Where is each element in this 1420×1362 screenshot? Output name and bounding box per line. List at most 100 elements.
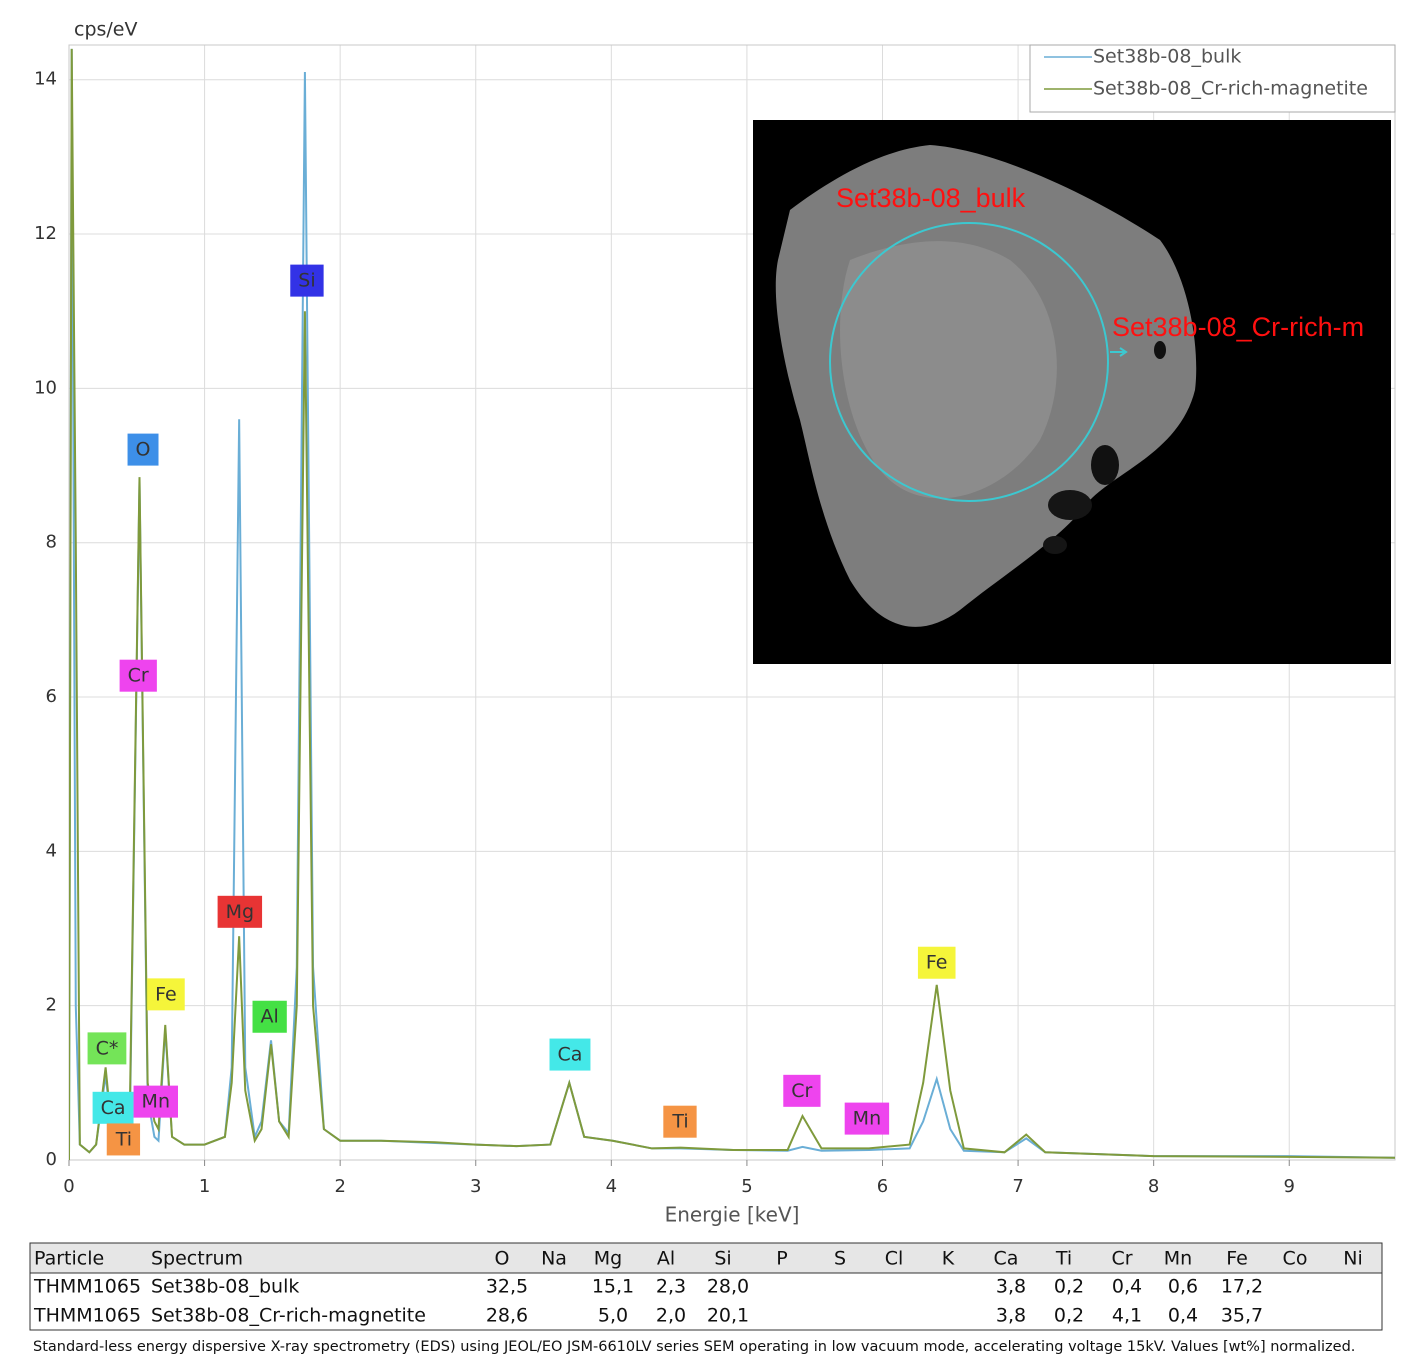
element-label: Si xyxy=(298,270,315,292)
x-tick-label: 1 xyxy=(199,1176,210,1197)
table-header: S xyxy=(834,1248,846,1270)
element-label-box xyxy=(917,946,956,979)
element-label: C* xyxy=(96,1037,119,1059)
pore xyxy=(1043,536,1067,554)
element-label-box xyxy=(87,1032,127,1065)
element-label: Ca xyxy=(101,1097,126,1119)
legend-label: Set38b-08_Cr-rich-magnetite xyxy=(1093,78,1368,100)
table-header: P xyxy=(776,1248,787,1270)
table-cell: 28,0 xyxy=(707,1276,749,1298)
element-label-box xyxy=(663,1105,697,1138)
table-frame xyxy=(29,1242,1383,1331)
inset-label: Set38b-08_Cr-rich-m xyxy=(1112,312,1364,342)
table-header: Na xyxy=(541,1248,567,1270)
table-header: Si xyxy=(714,1248,731,1270)
element-label: Cr xyxy=(128,665,149,687)
table-cell: Set38b-08_Cr-rich-magnetite xyxy=(151,1305,426,1327)
table-cell: 3,8 xyxy=(996,1276,1026,1298)
bulk-area xyxy=(829,222,1109,502)
x-tick-label: 6 xyxy=(877,1176,888,1197)
table-header: K xyxy=(942,1248,955,1270)
element-label-box xyxy=(217,895,263,928)
table-cell: 2,3 xyxy=(656,1276,686,1298)
x-tick-label: 9 xyxy=(1284,1176,1295,1197)
annotations: O Cr Si Mg Fe Al C* Ca Mn Ti Ca Ti Cr Mn Fe xyxy=(87,264,956,1156)
table-header: Spectrum xyxy=(151,1248,243,1270)
y-tick-label: 10 xyxy=(34,377,57,398)
table-header: Cr xyxy=(1111,1248,1132,1270)
element-label: Fe xyxy=(926,952,948,974)
x-tick-label: 7 xyxy=(1012,1176,1023,1197)
table-header: Ca xyxy=(994,1248,1019,1270)
element-label: Mn xyxy=(853,1108,881,1130)
x-tick-label: 2 xyxy=(334,1176,345,1197)
table-header: Cl xyxy=(885,1248,904,1270)
element-label: Ti xyxy=(115,1128,132,1150)
element-label: Fe xyxy=(155,983,177,1005)
element-label: Mg xyxy=(226,901,254,923)
x-tick-label: 8 xyxy=(1148,1176,1159,1197)
lines xyxy=(69,48,1395,1161)
element-label-box xyxy=(119,659,157,692)
y-tick-label: 6 xyxy=(46,686,57,707)
table-header: Particle xyxy=(34,1248,104,1270)
y-tick-label: 4 xyxy=(46,840,57,861)
x-tick-label: 0 xyxy=(63,1176,74,1197)
y-tick-label: 0 xyxy=(46,1149,57,1170)
x-tick-label: 4 xyxy=(606,1176,617,1197)
table-cell: 0,2 xyxy=(1054,1276,1084,1298)
element-label: Cr xyxy=(791,1080,812,1102)
pore xyxy=(1091,445,1119,485)
table-header: Mg xyxy=(594,1248,622,1270)
element-label: Ti xyxy=(671,1111,688,1133)
table-header: O xyxy=(495,1248,510,1270)
table-cell: 2,0 xyxy=(656,1305,686,1327)
element-label-box xyxy=(783,1074,821,1107)
table-cell: 5,0 xyxy=(598,1305,628,1327)
element-label-box xyxy=(127,433,159,466)
table-cell: 4,1 xyxy=(1112,1305,1142,1327)
footnote: Standard-less energy dispersive X-ray sp… xyxy=(33,1339,1355,1355)
x-axis-label: Energie [keV] xyxy=(665,1203,800,1227)
legend-box xyxy=(1029,44,1396,113)
element-label-box xyxy=(549,1038,591,1071)
y-axis-label: cps/eV xyxy=(74,19,138,41)
pore xyxy=(1048,490,1092,520)
table-cell: 0,4 xyxy=(1112,1276,1142,1298)
legend-label: Set38b-08_bulk xyxy=(1093,46,1241,68)
table-cell: 0,2 xyxy=(1054,1305,1084,1327)
pore xyxy=(1154,341,1166,359)
legend: Set38b-08_bulk Set38b-08_Cr-rich-magnetit… xyxy=(1029,44,1396,113)
table-cell: 3,8 xyxy=(996,1305,1026,1327)
element-label-box xyxy=(106,1123,141,1156)
table-cell: 35,7 xyxy=(1221,1305,1263,1327)
table-header: Ni xyxy=(1343,1248,1363,1270)
x-tick-label: 3 xyxy=(470,1176,481,1197)
element-label: O xyxy=(136,439,151,461)
table-cell: 28,6 xyxy=(486,1305,528,1327)
element-label: Ca xyxy=(558,1044,583,1066)
table-header: Co xyxy=(1283,1248,1308,1270)
table-cell: 15,1 xyxy=(592,1276,634,1298)
inset-label: Set38b-08_bulk xyxy=(836,183,1026,213)
y-tick-label: 14 xyxy=(34,69,57,90)
element-label-box xyxy=(290,264,324,297)
table-cell: 20,1 xyxy=(707,1305,749,1327)
y-tick-label: 2 xyxy=(46,995,57,1016)
element-label: Al xyxy=(261,1006,279,1028)
table-header: Mn xyxy=(1164,1248,1192,1270)
table: Particle Spectrum O Na Mg Al Si P S Cl K Ca Ti Cr Mn Fe… xyxy=(29,1242,1383,1331)
table-cell: Set38b-08_bulk xyxy=(151,1276,299,1298)
y-tick-label: 8 xyxy=(46,532,57,553)
table-cell: 0,4 xyxy=(1168,1305,1198,1327)
table-header: Al xyxy=(657,1248,675,1270)
element-label-box xyxy=(92,1091,134,1124)
x-tick-label: 5 xyxy=(741,1176,752,1197)
spot-marker xyxy=(1110,347,1128,357)
plot-frame xyxy=(68,44,1396,1161)
table-cell: 0,6 xyxy=(1168,1276,1198,1298)
particle-texture xyxy=(840,241,1057,499)
sem-image: Set38b-08_bulk Set38b-08_Cr-rich-m xyxy=(753,120,1391,664)
series-line xyxy=(69,48,1395,1161)
